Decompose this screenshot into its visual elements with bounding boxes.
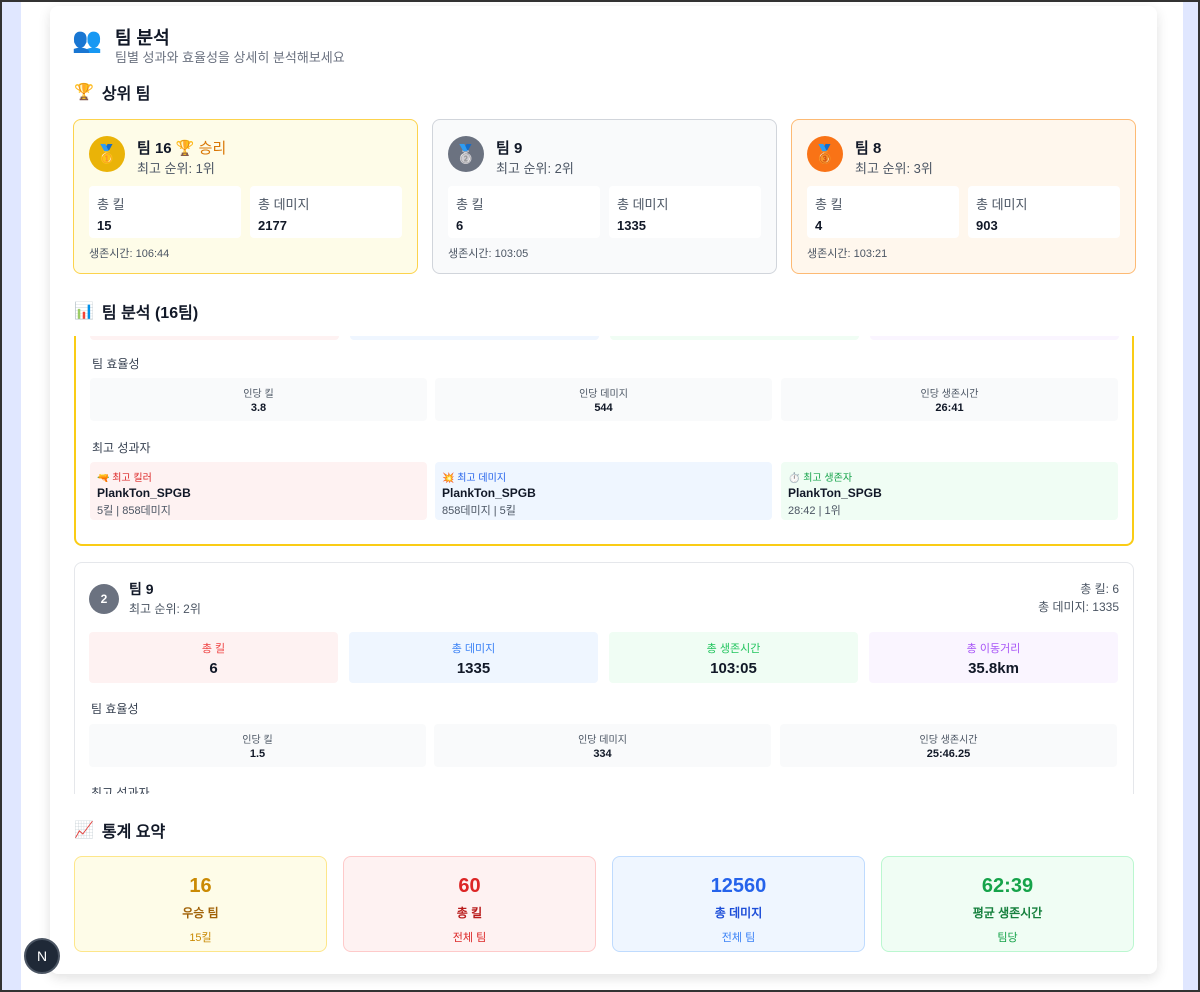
eff-survival: 인당 생존시간 26:41 — [781, 378, 1118, 421]
right-edge — [1183, 2, 1198, 990]
team-analysis-panel: 👥 팀 분석 팀별 성과와 효율성을 상세히 분석해보세요 🏆 상위 팀 🥇 팀 … — [50, 6, 1157, 974]
team-name: 팀 9 — [129, 581, 154, 597]
trophy-icon: 🏆 — [74, 84, 94, 101]
bar-chart-icon: 📊 — [74, 303, 94, 320]
survival-time: 생존시간: 106:44 — [89, 248, 170, 260]
eff-damage: 인당 데미지 334 — [434, 724, 771, 767]
performers-label: 최고 성과자 — [92, 441, 151, 455]
eff-kills: 인당 킬 1.5 — [89, 724, 426, 767]
top-team-card-1[interactable]: 🥇 팀 16 🏆 승리 최고 순위: 1위 총 킬 15 총 데미지 2177 생존… — [73, 119, 418, 274]
collision-icon: 💥 — [442, 473, 455, 484]
stat-box-damage: 총 데미지 1335 — [349, 632, 598, 683]
team-name: 팀 16 🏆 승리 — [137, 140, 227, 157]
page-subtitle: 팀별 성과와 효율성을 상세히 분석해보세요 — [115, 50, 345, 65]
eff-damage: 인당 데미지 544 — [435, 378, 772, 421]
stat-box-distance: 총 이동거리 35.8km — [869, 632, 1118, 683]
summary-damage: 12560 총 데미지 전체 팀 — [612, 856, 865, 952]
damage-box: 총 데미지 903 — [968, 186, 1120, 238]
stopwatch-icon: ⏱️ — [788, 473, 801, 484]
team-name: 팀 8 — [855, 140, 882, 157]
dev-tools-button[interactable]: N — [24, 938, 60, 974]
win-badge: 🏆 승리 — [175, 140, 227, 157]
team-list-scroll[interactable]: 팀 효율성 인당 킬 3.8 인당 데미지 544 인당 생존시간 26:41 최고 … — [74, 336, 1135, 794]
damage-box: 총 데미지 2177 — [250, 186, 402, 238]
summary-winner: 16 우승 팀 15킬 — [74, 856, 327, 952]
best-rank: 최고 순위: 2위 — [129, 602, 201, 616]
eff-survival: 인당 생존시간 25:46.25 — [780, 724, 1117, 767]
survival-time: 생존시간: 103:21 — [807, 248, 888, 260]
stat-box-distance — [870, 336, 1119, 340]
best-rank: 최고 순위: 1위 — [137, 161, 215, 176]
damage-box: 총 데미지 1335 — [609, 186, 761, 238]
stat-box-survival — [610, 336, 859, 340]
top-teams-heading: 🏆 상위 팀 — [74, 84, 151, 103]
top-killer: 🔫 최고 킬러 PlankTon_SPGB 5킬 | 858데미지 — [90, 462, 427, 520]
stat-box-survival: 총 생존시간 103:05 — [609, 632, 858, 683]
chart-increasing-icon: 📈 — [74, 822, 94, 839]
performers-label: 최고 성과자 — [91, 786, 150, 794]
bronze-medal-icon: 🥉 — [807, 136, 843, 172]
efficiency-label: 팀 효율성 — [92, 357, 140, 371]
water-pistol-icon: 🔫 — [97, 473, 110, 484]
busts-icon: 👥 — [72, 27, 102, 54]
team-card-16[interactable]: 팀 효율성 인당 킬 3.8 인당 데미지 544 인당 생존시간 26:41 최고 … — [74, 336, 1134, 546]
best-rank: 최고 순위: 3위 — [855, 161, 933, 176]
efficiency-label: 팀 효율성 — [91, 702, 139, 716]
eff-kills: 인당 킬 3.8 — [90, 378, 427, 421]
best-rank: 최고 순위: 2위 — [496, 161, 574, 176]
team-name: 팀 9 — [496, 140, 523, 157]
rank-badge: 2 — [89, 584, 119, 614]
top-survivor: ⏱️ 최고 생존자 PlankTon_SPGB 28:42 | 1위 — [781, 462, 1118, 520]
left-edge — [2, 2, 21, 990]
survival-time: 생존시간: 103:05 — [448, 248, 529, 260]
summary-survival: 62:39 평균 생존시간 팀당 — [881, 856, 1134, 952]
silver-medal-icon: 🥈 — [448, 136, 484, 172]
stat-box-kills — [90, 336, 339, 340]
page-title: 팀 분석 — [115, 28, 170, 48]
top-damage: 💥 최고 데미지 PlankTon_SPGB 858데미지 | 5킬 — [435, 462, 772, 520]
summary-heading: 📈 통계 요약 — [74, 822, 166, 841]
gold-medal-icon: 🥇 — [89, 136, 125, 172]
summary-kills: 60 총 킬 전체 팀 — [343, 856, 596, 952]
kills-box: 총 킬 15 — [89, 186, 241, 238]
stat-box-damage — [350, 336, 599, 340]
team-analysis-heading: 📊 팀 분석 (16팀) — [74, 303, 199, 322]
